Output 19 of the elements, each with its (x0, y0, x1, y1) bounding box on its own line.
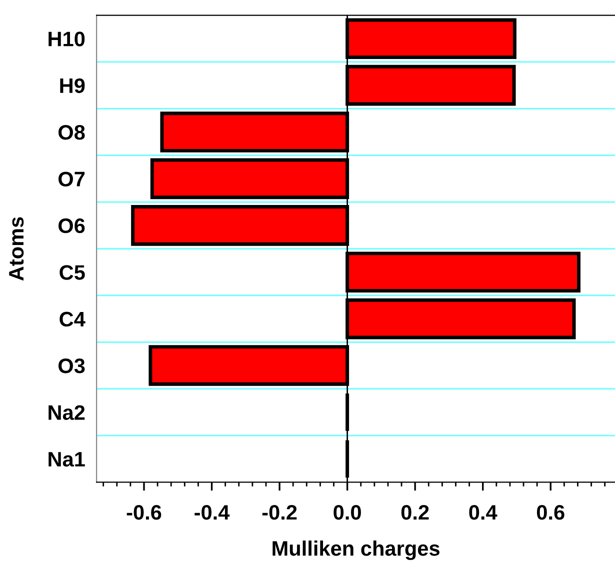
y-tick-label: H9 (60, 78, 85, 94)
y-tick-label: Na1 (48, 452, 85, 467)
y-tick-label: O7 (58, 172, 85, 186)
x-tick-label: -0.2 (262, 505, 297, 520)
x-tick-label: 0.4 (469, 505, 498, 520)
y-tick-label: O6 (58, 218, 85, 234)
y-tick-label: C5 (60, 265, 85, 280)
y-tick-label: C4 (60, 312, 86, 327)
x-tick-label: -0.6 (126, 505, 162, 520)
y-tick-label: Na2 (48, 405, 85, 420)
y-tick-label: O8 (58, 125, 85, 140)
x-axis-title: Mulliken charges (272, 540, 440, 560)
y-axis-title: Atoms (9, 217, 24, 281)
x-tick-label: 0.6 (536, 505, 564, 520)
x-tick-label: 0.0 (334, 505, 361, 520)
y-tick-label: O3 (58, 358, 85, 374)
y-tick-label: H10 (48, 32, 85, 46)
x-tick-label: -0.4 (194, 505, 230, 520)
x-tick-label: 0.2 (401, 505, 429, 520)
